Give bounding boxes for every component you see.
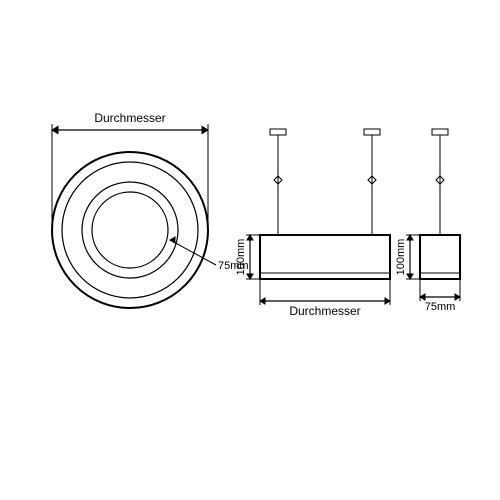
ring-circle xyxy=(52,152,208,308)
side-width-label: 75mm xyxy=(425,301,456,313)
ceiling-canopy xyxy=(432,129,448,135)
ring-circle xyxy=(82,182,178,278)
ceiling-canopy xyxy=(364,129,380,135)
front-height-label: 100mm xyxy=(235,239,247,276)
side-height-label: 100mm xyxy=(395,239,407,276)
ring-circle xyxy=(92,192,168,268)
front-body xyxy=(260,235,390,279)
front-diameter-label: Durchmesser xyxy=(289,304,360,318)
side-body xyxy=(420,235,460,279)
top-diameter-label: Durchmesser xyxy=(94,111,165,125)
ceiling-canopy xyxy=(270,129,286,135)
